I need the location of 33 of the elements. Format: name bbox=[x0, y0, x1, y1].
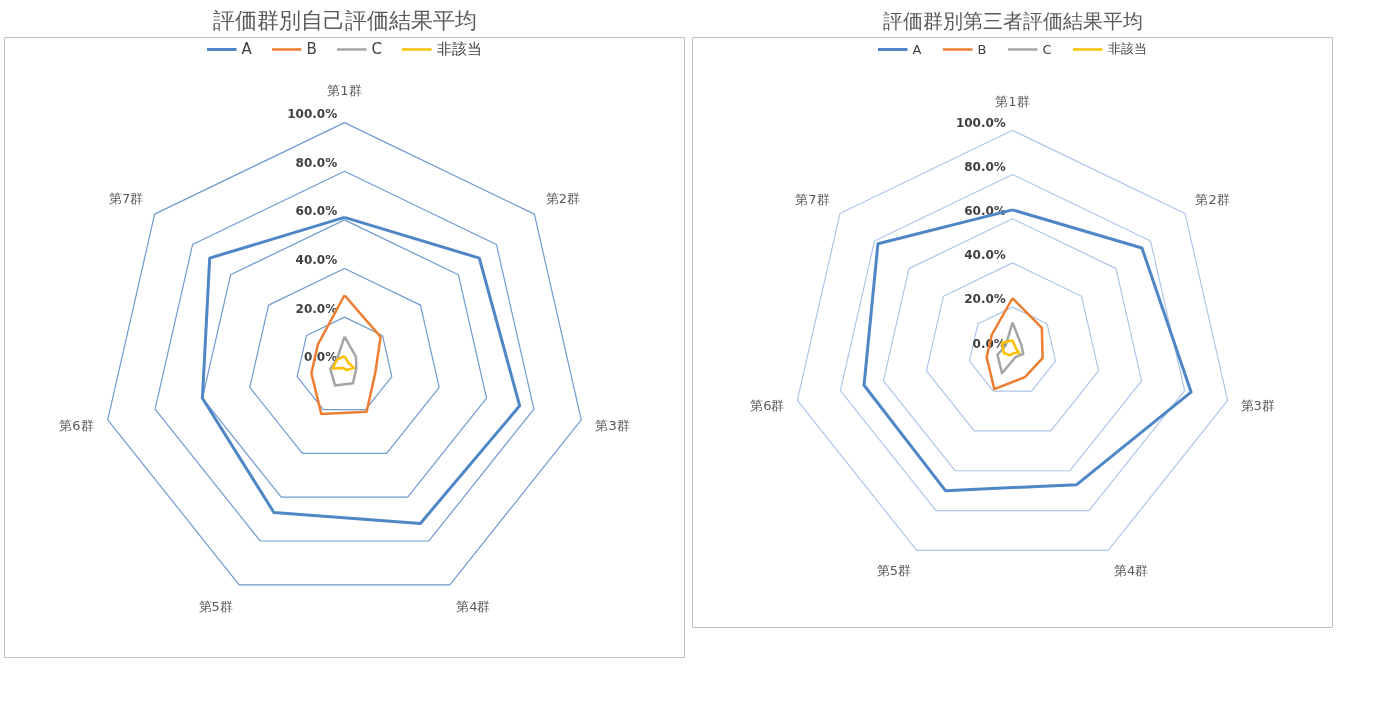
legend-label: C bbox=[371, 40, 383, 58]
spoke-label: 第2群 bbox=[545, 191, 581, 207]
y-tick-label: 20.0% bbox=[295, 301, 338, 316]
spoke-label: 第4群 bbox=[1114, 562, 1149, 578]
y-tick-label: 20.0% bbox=[964, 292, 1006, 307]
spoke-label: 第2群 bbox=[1195, 192, 1230, 208]
legend-label: A bbox=[912, 41, 923, 57]
legend-label: B bbox=[306, 40, 318, 58]
spoke-label: 第4群 bbox=[456, 599, 491, 615]
y-tick-label: 40.0% bbox=[295, 252, 338, 267]
spoke-label: 第5群 bbox=[876, 562, 912, 578]
chart-title: 評価群別自己評価結果平均 bbox=[212, 7, 477, 33]
y-tick-label: 80.0% bbox=[295, 155, 338, 170]
y-tick-label: 60.0% bbox=[295, 204, 338, 219]
spoke-label: 第1群 bbox=[327, 83, 362, 99]
legend-label: B bbox=[977, 41, 988, 57]
y-tick-label: 100.0% bbox=[287, 107, 338, 122]
spoke-label: 第6群 bbox=[750, 397, 785, 413]
spoke-label: 第5群 bbox=[198, 599, 233, 615]
legend-label: C bbox=[1042, 41, 1053, 57]
spoke-label: 第6群 bbox=[59, 417, 94, 433]
legend-label: 非該当 bbox=[436, 39, 482, 59]
chart-title: 評価群別第三者評価結果平均 bbox=[882, 8, 1143, 33]
spoke-label: 第1群 bbox=[995, 94, 1030, 110]
y-tick-label: 80.0% bbox=[964, 159, 1006, 174]
spoke-label: 第3群 bbox=[595, 417, 630, 433]
y-tick-label: 100.0% bbox=[955, 115, 1006, 130]
spoke-label: 第7群 bbox=[795, 192, 830, 208]
spoke-label: 第7群 bbox=[108, 191, 144, 207]
y-tick-label: 40.0% bbox=[964, 248, 1006, 263]
spoke-label: 第3群 bbox=[1240, 397, 1275, 413]
legend-label: 非該当 bbox=[1107, 40, 1147, 58]
legend-label: A bbox=[241, 40, 253, 58]
